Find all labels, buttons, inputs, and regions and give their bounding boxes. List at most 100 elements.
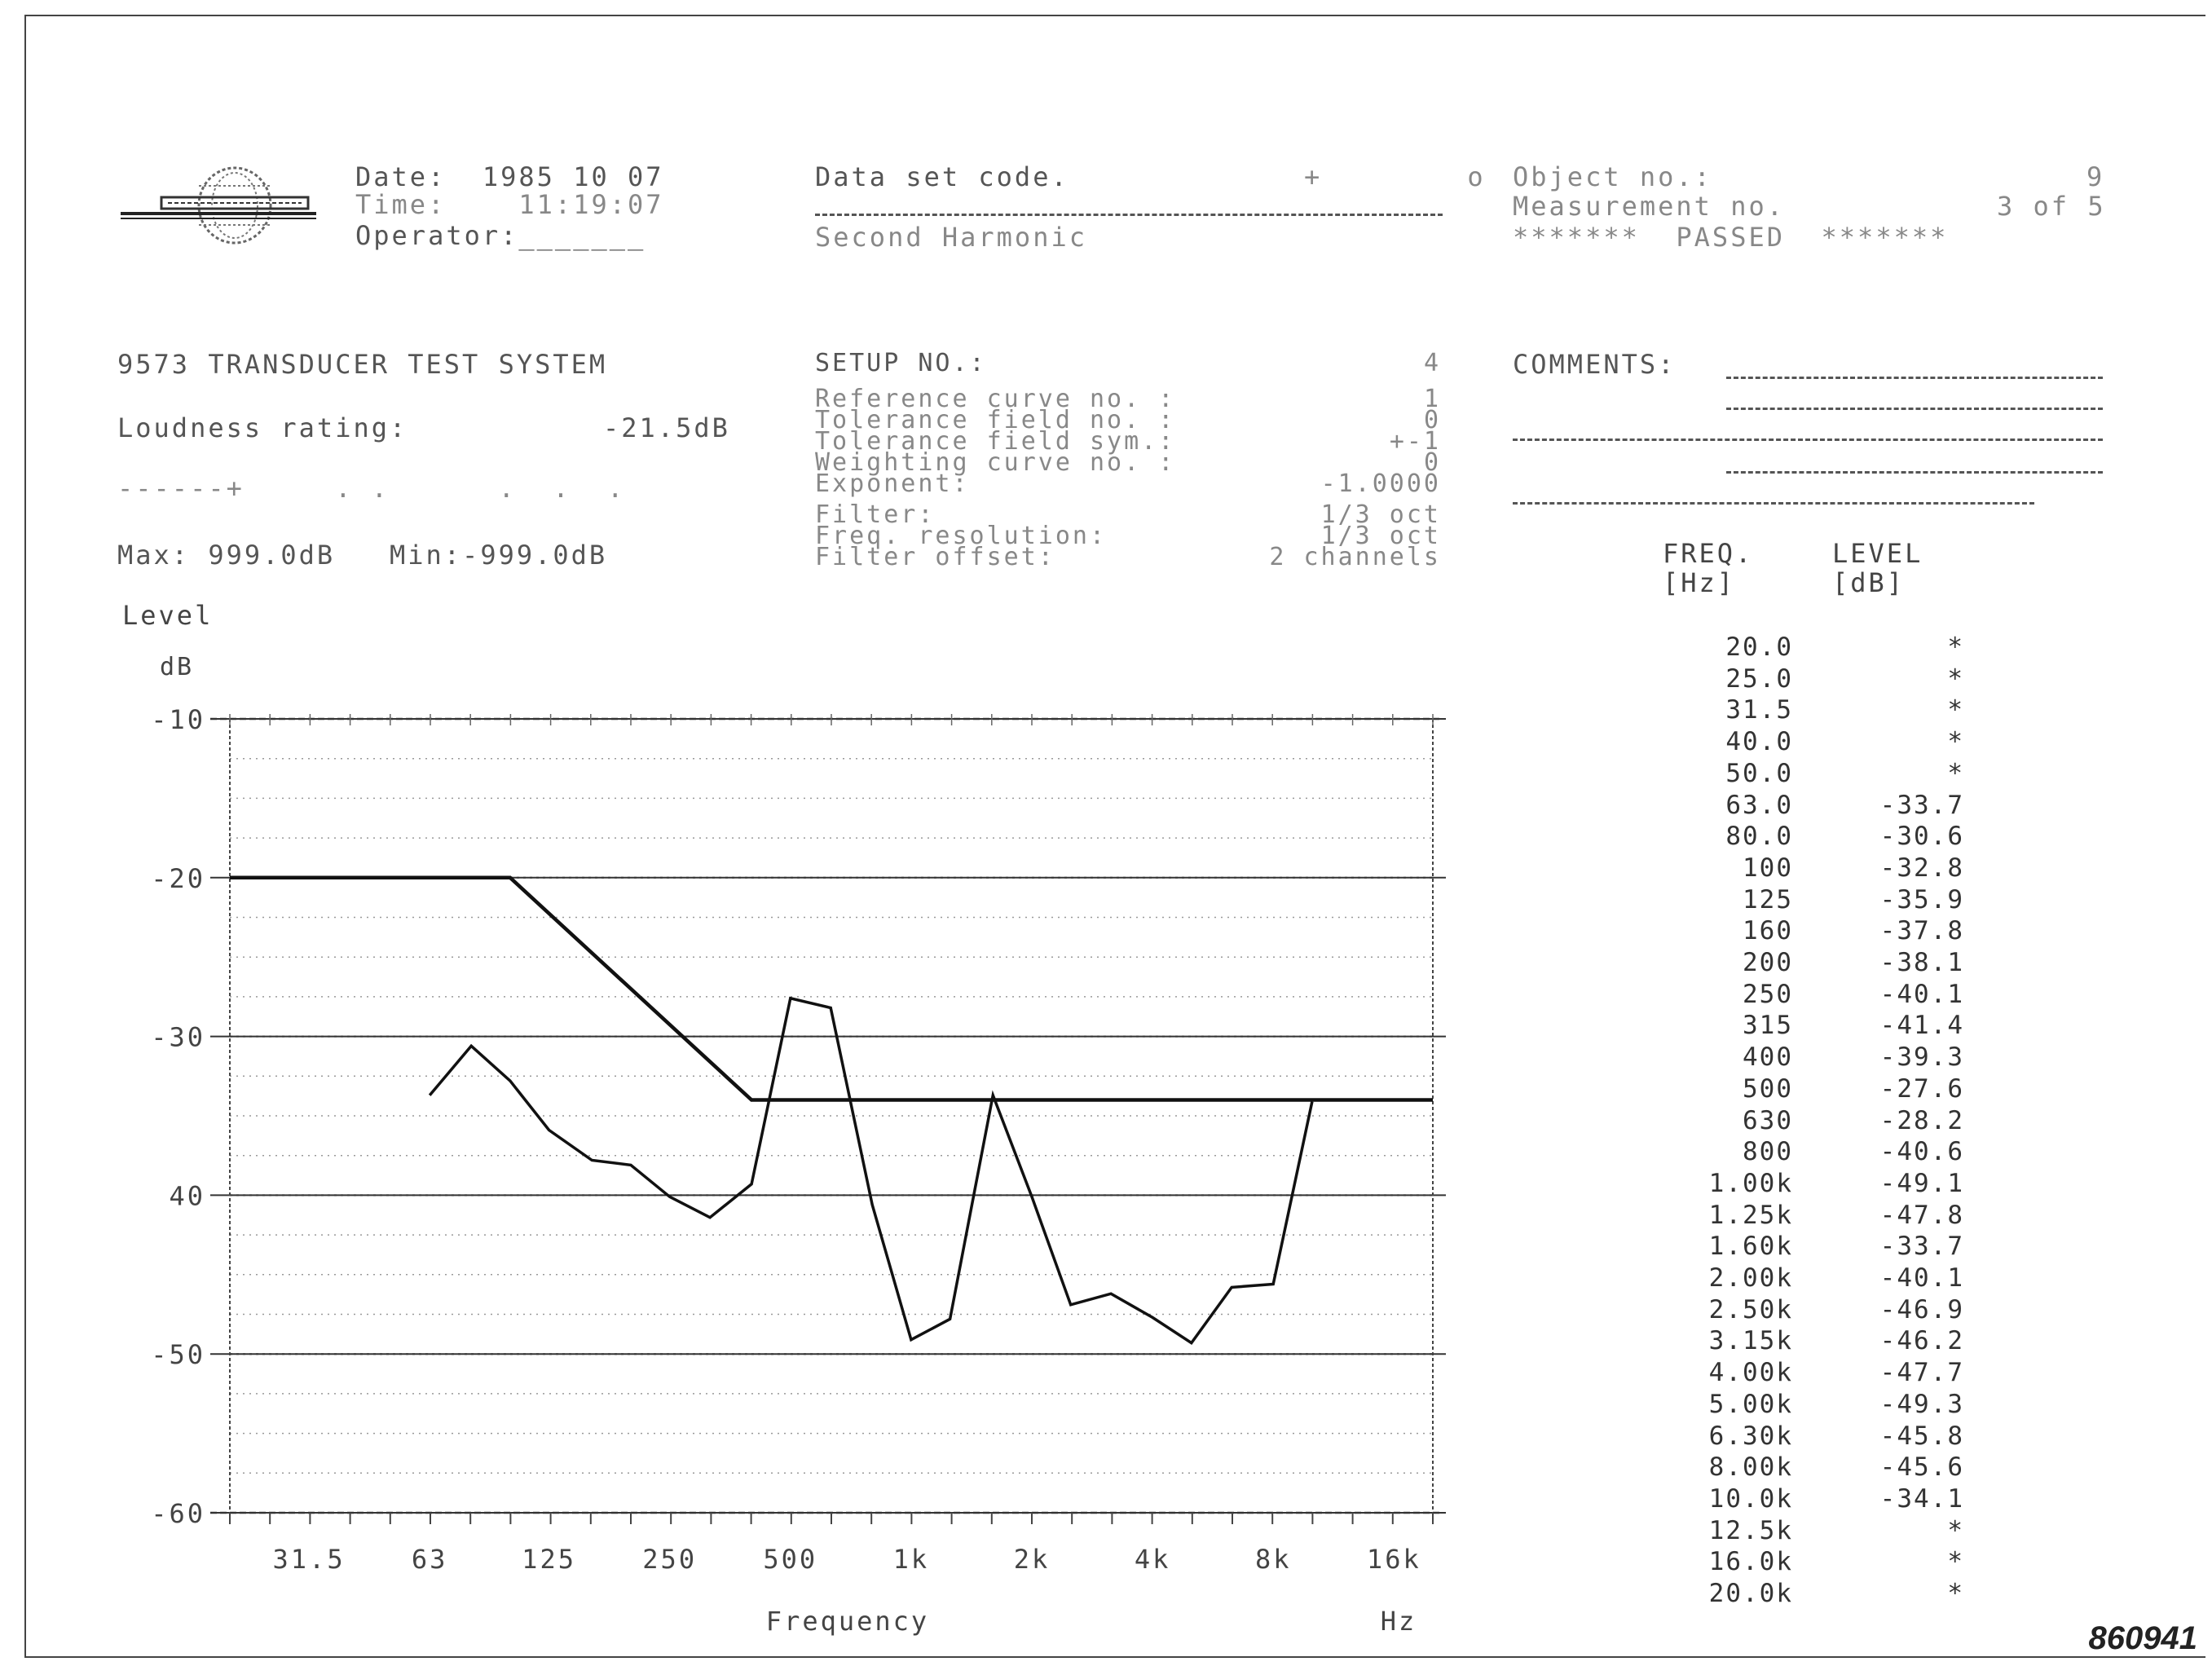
table-freq-cell: 80.0 bbox=[1725, 822, 1793, 852]
table-freq-cell: 50.0 bbox=[1725, 758, 1793, 788]
setup-label-2: Tolerance field no. : bbox=[815, 406, 1176, 434]
dataset-symbols: + o bbox=[1304, 161, 1486, 192]
setup-label-5: Exponent: bbox=[815, 469, 970, 498]
table-level-cell: -46.2 bbox=[1879, 1326, 1964, 1356]
table-freq-cell: 40.0 bbox=[1725, 727, 1793, 757]
table-level-cell: -30.6 bbox=[1879, 822, 1964, 852]
y-tick-label: -60 bbox=[151, 1498, 205, 1529]
table-level-cell: -27.6 bbox=[1879, 1073, 1964, 1104]
table-freq-cell: 100 bbox=[1743, 853, 1793, 883]
setup-value-1: 1 bbox=[1423, 385, 1441, 413]
y-axis-title: Level bbox=[122, 600, 213, 631]
operator-line: Operator:_______ bbox=[355, 220, 646, 251]
time-line: Time: 11:19:07 bbox=[355, 189, 664, 220]
table-level-cell: -47.8 bbox=[1879, 1200, 1964, 1230]
table-level-cell: -38.1 bbox=[1879, 948, 1964, 977]
table-level-cell: -35.9 bbox=[1879, 884, 1964, 915]
comment-line-3 bbox=[1513, 439, 2103, 441]
table-level-cell: * bbox=[1947, 632, 1964, 662]
x-axis-unit: Hz bbox=[1381, 1606, 1417, 1637]
setup-value-4: 0 bbox=[1423, 448, 1441, 477]
y-tick-label: -10 bbox=[151, 704, 205, 735]
table-level-cell: -47.7 bbox=[1879, 1358, 1964, 1388]
setup-label-7: Freq. resolution: bbox=[815, 522, 1108, 550]
y-axis-unit: dB bbox=[160, 653, 194, 681]
measurement-number-label: Measurement no. bbox=[1513, 191, 1785, 222]
table-level-header: LEVEL bbox=[1832, 538, 1923, 569]
table-freq-cell: 25.0 bbox=[1725, 663, 1793, 694]
setup-value-2: 0 bbox=[1423, 406, 1441, 434]
measurement-number-value: 3 of 5 bbox=[1997, 191, 2106, 222]
y-tick-label: -20 bbox=[151, 863, 205, 894]
table-freq-cell: 12.5k bbox=[1708, 1515, 1793, 1545]
setup-label-6: Filter: bbox=[815, 500, 936, 529]
table-freq-cell: 125 bbox=[1743, 884, 1793, 915]
x-axis-title: Frequency bbox=[766, 1606, 929, 1637]
table-freq-cell: 31.5 bbox=[1725, 695, 1793, 725]
table-level-cell: * bbox=[1947, 663, 1964, 694]
table-freq-cell: 2.50k bbox=[1708, 1294, 1793, 1324]
x-tick-label: 1k bbox=[893, 1544, 930, 1575]
x-tick-label: 2k bbox=[1014, 1544, 1051, 1575]
system-info-line: ------+ . . . . . bbox=[117, 473, 626, 504]
table-level-cell: * bbox=[1947, 1579, 1964, 1608]
table-level-cell: -40.6 bbox=[1879, 1137, 1964, 1167]
table-level-cell: -37.8 bbox=[1879, 916, 1964, 946]
x-tick-label: 125 bbox=[522, 1544, 576, 1575]
table-level-cell: -39.3 bbox=[1879, 1042, 1964, 1073]
dataset-code-line: Data set code. bbox=[815, 161, 1069, 192]
table-level-unit: [dB] bbox=[1832, 567, 1906, 598]
table-freq-cell: 200 bbox=[1743, 948, 1793, 977]
table-freq-cell: 500 bbox=[1743, 1073, 1793, 1104]
table-freq-cell: 8.00k bbox=[1708, 1452, 1793, 1483]
object-number-label: Object no.: bbox=[1513, 161, 1712, 192]
x-tick-label: 8k bbox=[1255, 1544, 1292, 1575]
object-number-value: 9 bbox=[2086, 161, 2105, 192]
table-level-cell: -33.7 bbox=[1879, 790, 1964, 820]
table-freq-cell: 1.60k bbox=[1708, 1232, 1793, 1262]
tolerance-limit-line bbox=[230, 875, 1433, 1102]
y-tick-label: -30 bbox=[151, 1022, 205, 1053]
table-freq-cell: 6.30k bbox=[1708, 1421, 1793, 1451]
table-level-cell: -40.1 bbox=[1879, 979, 1964, 1009]
dataset-underline bbox=[815, 214, 1443, 216]
company-logo-icon bbox=[121, 166, 316, 245]
table-freq-cell: 315 bbox=[1743, 1011, 1793, 1041]
table-freq-cell: 160 bbox=[1743, 916, 1793, 946]
x-tick-label: 63 bbox=[412, 1544, 448, 1575]
table-level-cell: * bbox=[1947, 758, 1964, 788]
table-level-cell: -32.8 bbox=[1879, 853, 1964, 883]
table-freq-cell: 63.0 bbox=[1725, 790, 1793, 820]
setup-value-7: 1/3 oct bbox=[1320, 522, 1441, 550]
table-freq-cell: 20.0 bbox=[1725, 632, 1793, 662]
x-tick-label: 4k bbox=[1135, 1544, 1171, 1575]
y-tick-label: 40 bbox=[169, 1180, 205, 1211]
loudness-value: -21.5dB bbox=[603, 412, 730, 443]
x-tick-label: 31.5 bbox=[273, 1544, 346, 1575]
max-min-line: Max: 999.0dB Min:-999.0dB bbox=[117, 540, 608, 571]
table-freq-cell: 630 bbox=[1743, 1105, 1793, 1135]
comment-line-2 bbox=[1726, 408, 2103, 410]
pass-status: ******* PASSED ******* bbox=[1513, 222, 1949, 253]
page-frame bbox=[24, 15, 2205, 1658]
table-level-cell: -49.1 bbox=[1879, 1168, 1964, 1198]
setup-label-1: Reference curve no. : bbox=[815, 385, 1176, 413]
table-freq-cell: 5.00k bbox=[1708, 1389, 1793, 1419]
x-tick-label: 16k bbox=[1367, 1544, 1421, 1575]
setup-value-3: +-1 bbox=[1389, 427, 1441, 456]
table-level-cell: -45.6 bbox=[1879, 1452, 1964, 1483]
comment-line-4 bbox=[1726, 471, 2103, 474]
table-freq-cell: 400 bbox=[1743, 1042, 1793, 1073]
figure-number: 860941 bbox=[2088, 1620, 2197, 1656]
table-freq-cell: 1.25k bbox=[1708, 1200, 1793, 1230]
setup-label-8: Filter offset: bbox=[815, 543, 1055, 571]
table-level-cell: -34.1 bbox=[1879, 1483, 1964, 1514]
comment-line-5 bbox=[1513, 502, 2034, 505]
setup-value-5: -1.0000 bbox=[1320, 469, 1441, 498]
table-level-cell: * bbox=[1947, 695, 1964, 725]
measured-response-line bbox=[428, 996, 1314, 1345]
table-level-cell: -28.2 bbox=[1879, 1105, 1964, 1135]
table-freq-cell: 3.15k bbox=[1708, 1326, 1793, 1356]
table-freq-cell: 20.0k bbox=[1708, 1579, 1793, 1608]
